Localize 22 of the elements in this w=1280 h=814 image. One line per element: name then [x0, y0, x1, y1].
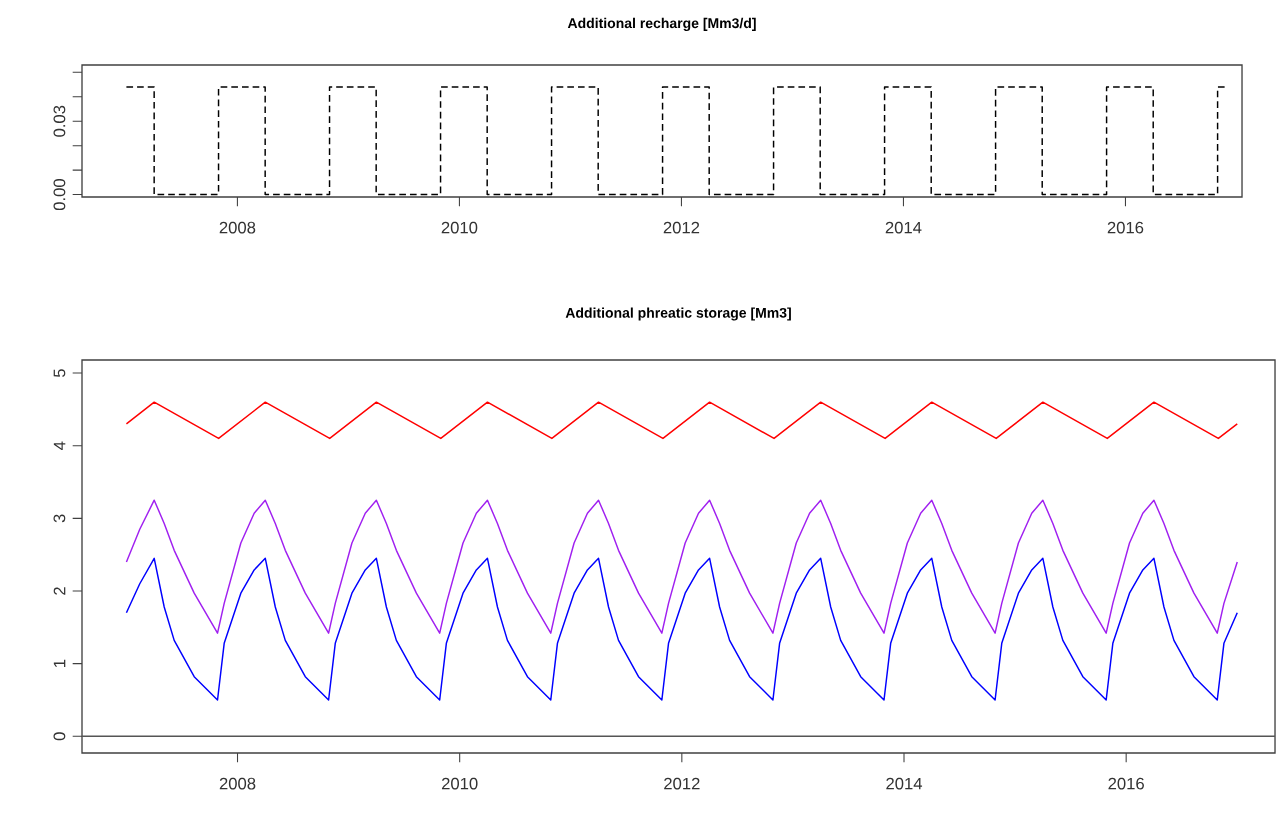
- y-tick-label: 5: [53, 369, 66, 378]
- x-tick-label: 2010: [441, 221, 478, 234]
- chart-title: Additional phreatic storage [Mm3]: [565, 307, 791, 321]
- y-tick-label: 4: [53, 441, 66, 450]
- x-tick-label: 2012: [663, 221, 700, 234]
- y-tick-label: 1: [53, 659, 66, 668]
- y-tick-label: 0.00: [53, 178, 66, 211]
- x-tick-label: 2016: [1108, 777, 1144, 790]
- line-series: [125, 499, 1238, 634]
- line-series: [125, 557, 1238, 701]
- y-tick-label: 0.03: [53, 105, 66, 137]
- x-tick-label: 2012: [664, 777, 700, 790]
- x-tick-label: 2016: [1107, 221, 1144, 234]
- x-tick-label: 2010: [441, 777, 478, 790]
- chart-title: Additional recharge [Mm3/d]: [567, 17, 756, 31]
- x-tick-label: 2008: [219, 777, 256, 790]
- x-tick-label: 2014: [885, 221, 922, 234]
- x-tick-label: 2014: [886, 777, 923, 790]
- x-tick-label: 2008: [219, 221, 256, 234]
- y-tick-label: 2: [53, 587, 66, 595]
- y-tick-label: 3: [53, 514, 66, 523]
- y-tick-label: 0: [53, 732, 66, 741]
